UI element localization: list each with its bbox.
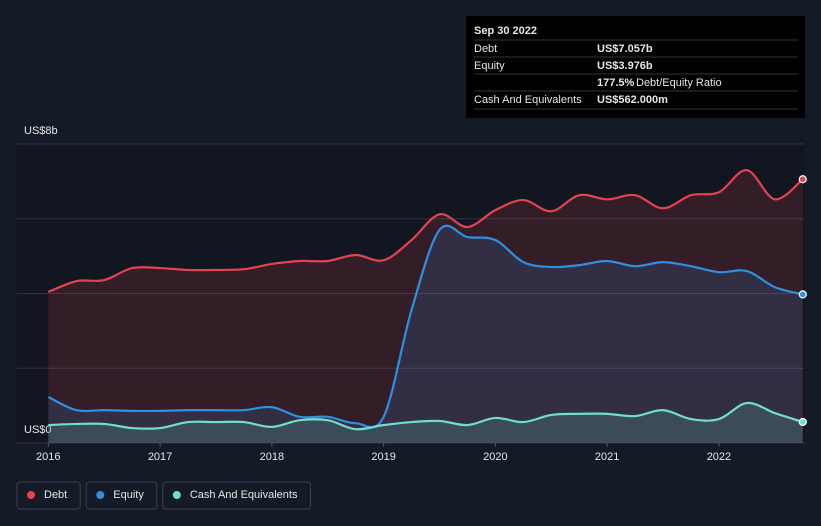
- legend-swatch: [27, 491, 35, 499]
- tooltip: Sep 30 2022 Debt US$7.057b Equity US$3.976b 1…: [466, 16, 805, 118]
- tooltip-box: [466, 16, 805, 118]
- legend-item[interactable]: Debt: [16, 481, 81, 510]
- tooltip-label: Equity: [474, 60, 505, 72]
- plot: US$0 US$8b 2016 2017 2018 2019 2020 2021 2022: [17, 125, 807, 463]
- x-tick-label: 2019: [371, 451, 395, 463]
- x-tick-label: 2018: [260, 451, 284, 463]
- end-marker: [798, 175, 807, 184]
- legend-label: Cash And Equivalents: [190, 489, 298, 501]
- tooltip-ratio-label: Debt/Equity Ratio: [636, 77, 722, 89]
- tooltip-label: Cash And Equivalents: [474, 94, 582, 106]
- legend-item[interactable]: Equity: [85, 481, 158, 510]
- x-tick-label: 2022: [707, 451, 731, 463]
- tooltip-value: US$562.000m: [597, 94, 668, 106]
- x-tick-label: 2017: [148, 451, 172, 463]
- y-tick-label: US$0: [24, 424, 52, 436]
- legend-item[interactable]: Cash And Equivalents: [162, 481, 311, 510]
- tooltip-value: US$7.057b: [597, 43, 653, 55]
- area: [48, 402, 803, 443]
- tooltip-ratio: 177.5%: [597, 77, 635, 89]
- legend-box[interactable]: [16, 481, 81, 510]
- end-marker: [798, 290, 807, 299]
- legend-box[interactable]: [85, 481, 158, 510]
- area: [48, 225, 803, 443]
- area: [48, 170, 803, 444]
- line: [47, 224, 804, 429]
- tooltip-value: US$3.976b: [597, 60, 653, 72]
- legend: Debt Equity Cash And Equivalents: [16, 481, 311, 510]
- line: [48, 401, 804, 431]
- legend-swatch: [172, 491, 181, 499]
- tooltip-date: Sep 30 2022: [474, 25, 537, 37]
- x-tick-label: 2021: [595, 451, 619, 463]
- legend-label: Equity: [113, 489, 144, 501]
- x-tick-label: 2016: [36, 451, 60, 463]
- legend-label: Debt: [44, 489, 67, 501]
- tooltip-label: Debt: [474, 43, 497, 55]
- legend-box[interactable]: [162, 481, 311, 510]
- legend-swatch: [96, 491, 105, 499]
- line: [47, 169, 804, 294]
- y-tick-label: US$8b: [24, 125, 58, 137]
- end-marker: [798, 417, 807, 427]
- x-tick-label: 2020: [483, 451, 507, 463]
